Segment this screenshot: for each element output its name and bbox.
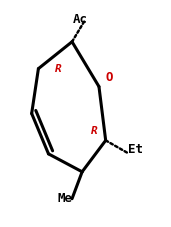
Text: Ac: Ac [73, 13, 88, 26]
Text: R: R [55, 64, 62, 74]
Text: O: O [105, 71, 113, 84]
Text: Me: Me [58, 192, 73, 205]
Text: Et: Et [128, 143, 143, 156]
Text: R: R [90, 126, 97, 136]
